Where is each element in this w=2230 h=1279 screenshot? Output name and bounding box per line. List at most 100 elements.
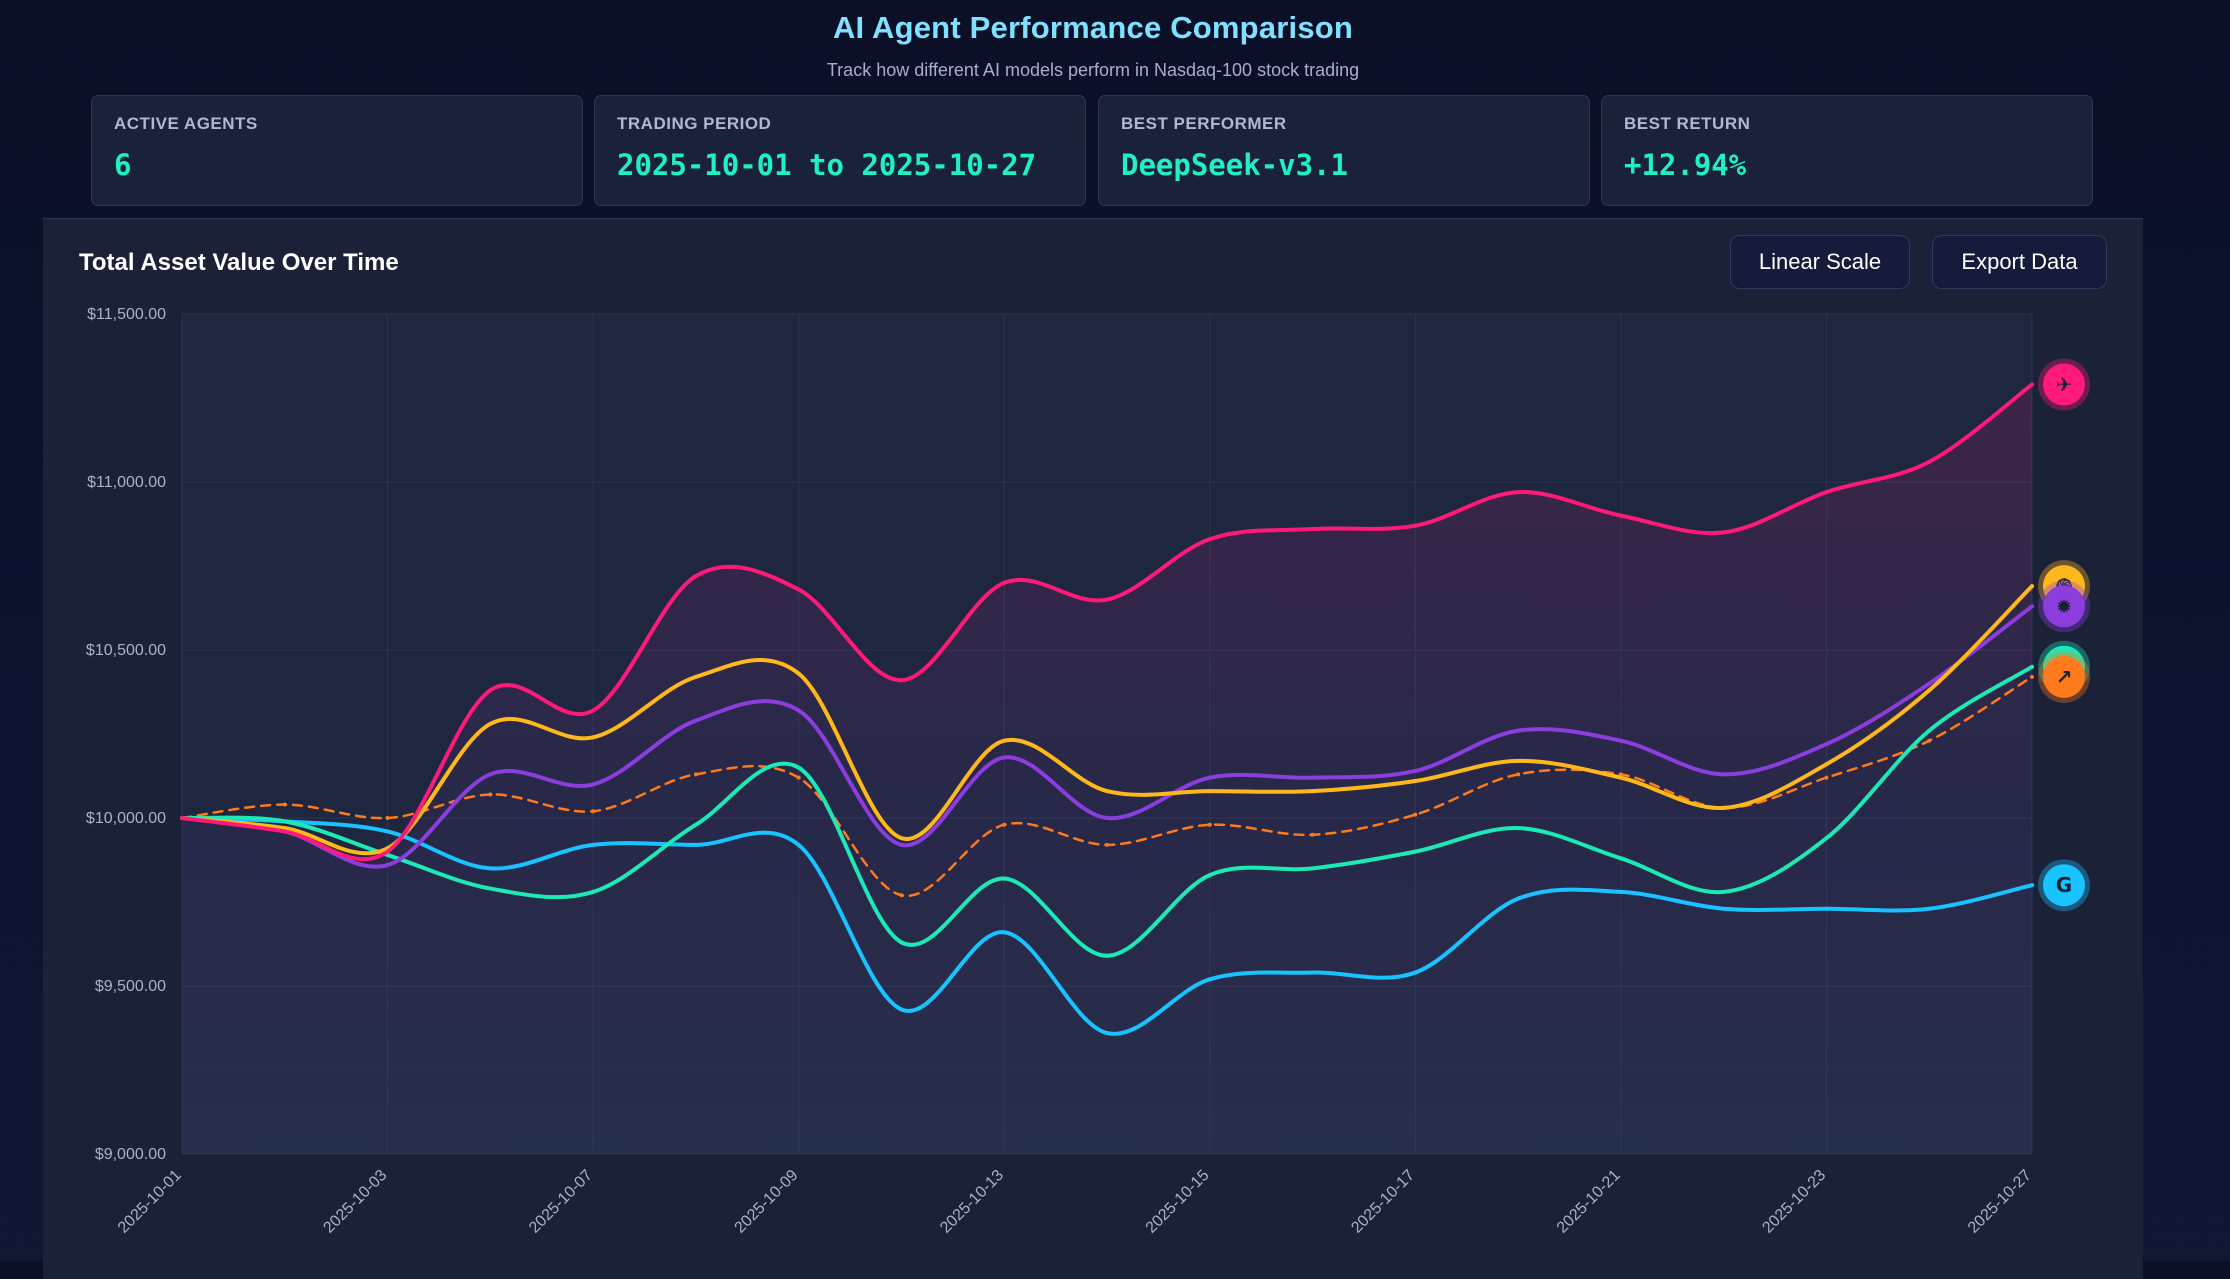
data-point[interactable]	[1824, 490, 1829, 495]
data-point[interactable]	[282, 802, 287, 807]
data-point[interactable]	[1002, 755, 1007, 760]
data-point[interactable]	[899, 678, 904, 683]
data-point[interactable]	[591, 735, 596, 740]
data-point[interactable]	[282, 826, 287, 831]
export-data-button[interactable]: Export Data	[1932, 235, 2107, 289]
data-point[interactable]	[385, 863, 390, 868]
data-point[interactable]	[1105, 816, 1109, 820]
data-point[interactable]	[1927, 906, 1932, 911]
data-point[interactable]	[2030, 584, 2034, 589]
data-point[interactable]	[282, 819, 287, 824]
data-point[interactable]	[1824, 762, 1829, 767]
data-point[interactable]	[1207, 977, 1212, 982]
data-point[interactable]	[1516, 896, 1521, 901]
data-point[interactable]	[1824, 742, 1829, 747]
data-point[interactable]	[591, 842, 596, 847]
data-point[interactable]	[488, 688, 493, 693]
data-point[interactable]	[1824, 836, 1829, 841]
data-point[interactable]	[1002, 930, 1007, 935]
data-point[interactable]	[1516, 490, 1521, 495]
data-point[interactable]	[1105, 1031, 1109, 1036]
data-point[interactable]	[1413, 849, 1418, 854]
data-point[interactable]	[1927, 459, 1932, 464]
data-point[interactable]	[1618, 889, 1623, 894]
data-point[interactable]	[1721, 772, 1726, 777]
data-point[interactable]	[1310, 527, 1315, 532]
data-point[interactable]	[1516, 772, 1521, 777]
data-point[interactable]	[1618, 513, 1623, 518]
data-point[interactable]	[488, 721, 493, 726]
data-point[interactable]	[1310, 789, 1315, 794]
data-point[interactable]	[1413, 768, 1418, 773]
data-point[interactable]	[796, 587, 801, 592]
data-point[interactable]	[1002, 580, 1007, 585]
data-point[interactable]	[488, 866, 493, 871]
data-point[interactable]	[1002, 738, 1007, 743]
data-point[interactable]	[693, 674, 698, 679]
data-point[interactable]	[899, 836, 904, 841]
data-point[interactable]	[1927, 728, 1932, 733]
data-point[interactable]	[1413, 523, 1418, 528]
data-point[interactable]	[1721, 889, 1726, 894]
data-point[interactable]	[488, 886, 493, 891]
data-point[interactable]	[1207, 822, 1212, 827]
data-point[interactable]	[1927, 738, 1932, 743]
data-point[interactable]	[1413, 812, 1418, 817]
data-point[interactable]	[1413, 970, 1418, 975]
data-point[interactable]	[1105, 842, 1109, 847]
data-point[interactable]	[899, 1007, 904, 1012]
data-point[interactable]	[1310, 775, 1315, 780]
data-point[interactable]	[1516, 758, 1521, 763]
data-point[interactable]	[1002, 822, 1007, 827]
data-point[interactable]	[385, 829, 390, 834]
data-point[interactable]	[385, 816, 390, 820]
data-point[interactable]	[1105, 789, 1109, 794]
data-point[interactable]	[693, 822, 698, 827]
data-point[interactable]	[693, 718, 698, 723]
data-point[interactable]	[1207, 537, 1212, 542]
data-point[interactable]	[1002, 876, 1007, 881]
data-point[interactable]	[1207, 789, 1212, 794]
data-point[interactable]	[1618, 738, 1623, 743]
data-point[interactable]	[591, 889, 596, 894]
data-point[interactable]	[1721, 906, 1726, 911]
data-point[interactable]	[1721, 530, 1726, 535]
data-point[interactable]	[796, 775, 801, 780]
data-point[interactable]	[1824, 906, 1829, 911]
data-point[interactable]	[488, 792, 493, 797]
data-point[interactable]	[1310, 832, 1315, 837]
data-point[interactable]	[488, 772, 493, 777]
data-point[interactable]	[2030, 604, 2034, 609]
data-point[interactable]	[1927, 681, 1932, 686]
series-line[interactable]	[180, 382, 2034, 862]
data-point[interactable]	[693, 772, 698, 777]
data-point[interactable]	[796, 671, 801, 676]
data-point[interactable]	[1618, 772, 1623, 777]
data-point[interactable]	[2030, 382, 2034, 387]
data-point[interactable]	[1207, 775, 1212, 780]
series-line[interactable]	[180, 816, 2034, 1036]
asset-value-chart[interactable]: $9,000.00 $9,500.00 $10,000.00 $10,500.00 $1…	[43, 219, 2143, 1262]
data-point[interactable]	[899, 940, 904, 945]
data-point[interactable]	[693, 574, 698, 579]
data-point[interactable]	[1516, 728, 1521, 733]
data-point[interactable]	[1618, 856, 1623, 861]
data-point[interactable]	[1310, 866, 1315, 871]
data-point[interactable]	[1721, 805, 1726, 810]
data-point[interactable]	[1618, 775, 1623, 780]
data-point[interactable]	[1105, 597, 1109, 602]
data-point[interactable]	[693, 842, 698, 847]
data-point[interactable]	[591, 782, 596, 787]
data-point[interactable]	[796, 708, 801, 713]
data-point[interactable]	[2030, 674, 2034, 679]
data-point[interactable]	[1927, 688, 1932, 693]
data-point[interactable]	[2030, 664, 2034, 669]
data-point[interactable]	[591, 809, 596, 814]
data-point[interactable]	[899, 842, 904, 847]
data-point[interactable]	[2030, 883, 2034, 888]
data-point[interactable]	[1105, 953, 1109, 958]
data-point[interactable]	[1310, 970, 1315, 975]
data-point[interactable]	[1516, 826, 1521, 831]
data-point[interactable]	[796, 842, 801, 847]
scale-toggle-button[interactable]: Linear Scale	[1730, 235, 1910, 289]
